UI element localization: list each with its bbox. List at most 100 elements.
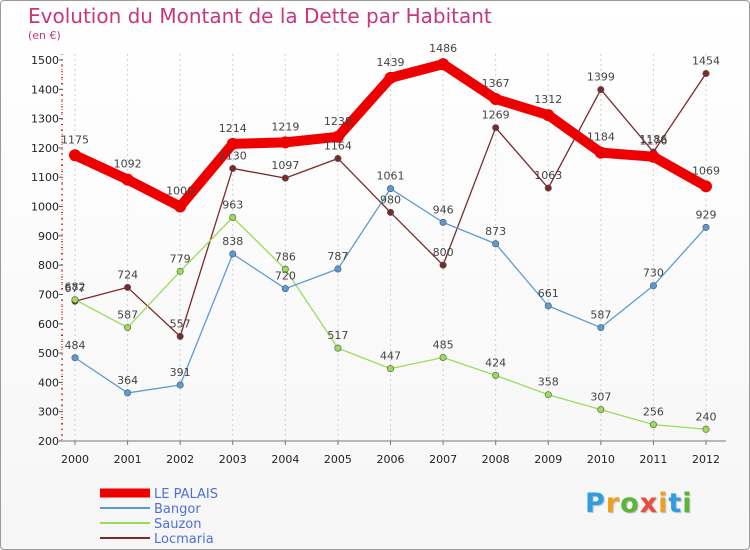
data-point-locmaria xyxy=(492,124,500,132)
data-label-le-palais: 1176 xyxy=(639,135,667,148)
x-tick-label: 2004 xyxy=(271,453,299,466)
data-label-locmaria: 800 xyxy=(433,246,454,259)
data-label-sauzon: 587 xyxy=(117,309,138,322)
data-point-bangor xyxy=(229,250,237,258)
data-point-sauzon xyxy=(597,406,605,414)
data-point-le-palais xyxy=(384,71,397,84)
data-label-locmaria: 980 xyxy=(380,193,401,206)
data-label-locmaria: 1130 xyxy=(219,149,247,162)
data-point-locmaria xyxy=(386,208,394,216)
data-point-sauzon xyxy=(281,265,289,273)
data-label-locmaria: 1186 xyxy=(639,133,667,146)
chart-subtitle: (en €) xyxy=(28,29,61,42)
data-point-sauzon xyxy=(229,213,237,221)
data-point-le-palais xyxy=(542,109,555,122)
data-point-le-palais xyxy=(174,200,187,213)
data-point-le-palais xyxy=(331,130,344,143)
series-lines xyxy=(69,58,712,433)
y-tick-label: 1100 xyxy=(31,171,59,184)
data-point-bangor xyxy=(334,265,342,273)
x-tick-label: 2007 xyxy=(429,453,457,466)
x-tick-label: 2002 xyxy=(166,453,194,466)
data-point-bangor xyxy=(597,324,605,332)
data-point-bangor xyxy=(71,354,79,362)
data-label-le-palais: 1184 xyxy=(587,131,615,144)
data-label-locmaria: 1454 xyxy=(692,54,720,67)
data-label-bangor: 730 xyxy=(643,267,664,280)
x-tick-label: 2010 xyxy=(587,453,615,466)
data-label-locmaria: 1399 xyxy=(587,71,615,84)
y-tick-label: 1400 xyxy=(31,83,59,96)
data-point-le-palais xyxy=(594,146,607,159)
y-tick-label: 1300 xyxy=(31,113,59,126)
data-point-bangor xyxy=(176,381,184,389)
data-point-bangor xyxy=(702,223,710,231)
logo-letter: t xyxy=(668,488,683,519)
x-tick-label: 2003 xyxy=(219,453,247,466)
data-label-bangor: 720 xyxy=(275,270,296,283)
data-label-bangor: 484 xyxy=(65,339,86,352)
data-point-le-palais xyxy=(121,173,134,186)
data-label-sauzon: 517 xyxy=(327,329,348,342)
data-point-locmaria xyxy=(334,154,342,162)
y-tick-label: 400 xyxy=(38,376,59,389)
data-label-le-palais: 1175 xyxy=(61,133,89,146)
data-point-locmaria xyxy=(176,332,184,340)
data-label-le-palais: 1486 xyxy=(429,42,457,55)
legend-label-locmaria: Locmaria xyxy=(154,532,214,547)
logo-letter: r xyxy=(605,488,621,519)
data-point-bangor xyxy=(281,285,289,293)
y-tick-label: 900 xyxy=(38,230,59,243)
data-label-le-palais: 1092 xyxy=(114,158,142,171)
data-label-bangor: 391 xyxy=(170,366,191,379)
data-label-le-palais: 1000 xyxy=(166,185,194,198)
chart-title: Evolution du Montant de la Dette par Hab… xyxy=(28,4,492,28)
data-label-locmaria: 1164 xyxy=(324,139,352,152)
data-point-locmaria xyxy=(124,283,132,291)
data-point-locmaria xyxy=(702,69,710,77)
x-tick-label: 2001 xyxy=(114,453,142,466)
data-point-sauzon xyxy=(439,353,447,361)
data-label-bangor: 873 xyxy=(485,225,506,238)
data-label-bangor: 661 xyxy=(538,287,559,300)
data-point-le-palais xyxy=(489,92,502,105)
data-point-bangor xyxy=(544,302,552,310)
data-label-le-palais: 1367 xyxy=(482,77,510,90)
y-tick-label: 1200 xyxy=(31,142,59,155)
data-label-sauzon: 307 xyxy=(590,391,611,404)
y-tick-label: 700 xyxy=(38,288,59,301)
data-point-sauzon xyxy=(176,267,184,275)
x-tick-label: 2012 xyxy=(692,453,720,466)
data-point-locmaria xyxy=(439,261,447,269)
data-label-le-palais: 1214 xyxy=(219,122,247,135)
data-point-bangor xyxy=(492,240,500,248)
data-label-sauzon: 256 xyxy=(643,406,664,419)
data-point-bangor xyxy=(649,282,657,290)
data-label-sauzon: 786 xyxy=(275,250,296,263)
data-point-bangor xyxy=(124,389,132,397)
data-point-bangor xyxy=(439,218,447,226)
data-point-sauzon xyxy=(386,365,394,373)
data-label-sauzon: 424 xyxy=(485,356,506,369)
y-tick-label: 1500 xyxy=(31,54,59,67)
y-tick-label: 500 xyxy=(38,347,59,360)
data-label-bangor: 787 xyxy=(327,250,348,263)
data-point-sauzon xyxy=(492,371,500,379)
x-tick-label: 2006 xyxy=(377,453,405,466)
legend-label-le-palais: LE PALAIS xyxy=(154,487,218,502)
legend-label-sauzon: Sauzon xyxy=(154,517,201,532)
proxiti-logo: Proxiti xyxy=(585,488,693,519)
data-label-sauzon: 485 xyxy=(433,338,454,351)
logo-letter: P xyxy=(585,488,606,519)
data-point-le-palais xyxy=(279,136,292,149)
logo-letter: i xyxy=(682,488,693,519)
data-label-bangor: 838 xyxy=(222,235,243,248)
x-tick-label: 2009 xyxy=(534,453,562,466)
data-label-bangor: 587 xyxy=(590,309,611,322)
data-label-le-palais: 1439 xyxy=(377,56,405,69)
data-label-sauzon: 963 xyxy=(222,198,243,211)
data-point-sauzon xyxy=(649,421,657,429)
data-label-le-palais: 1069 xyxy=(692,164,720,177)
legend-label-bangor: Bangor xyxy=(154,502,201,517)
